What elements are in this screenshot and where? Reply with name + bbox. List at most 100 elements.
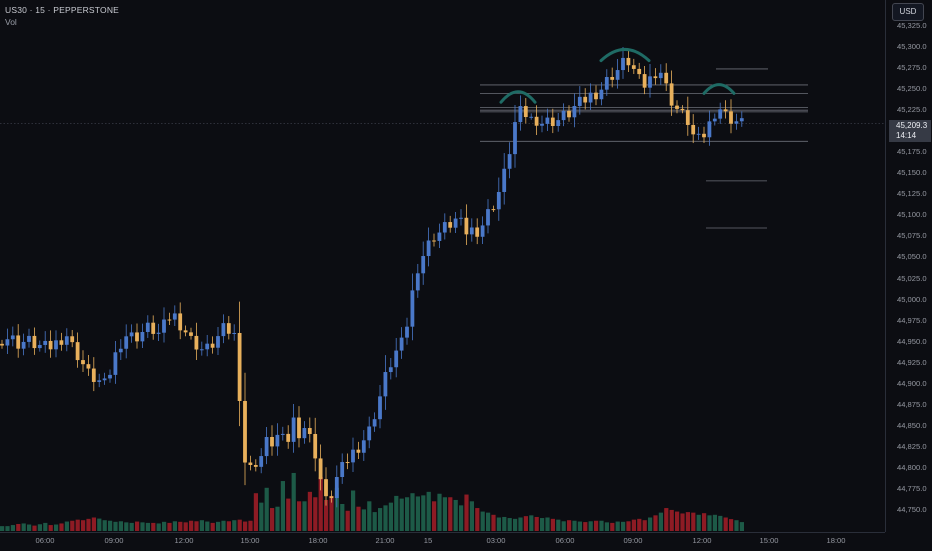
candle-body <box>10 335 15 340</box>
price-tick-label: 44,800.0 <box>897 462 927 472</box>
volume-bar <box>383 505 388 531</box>
candle-body <box>502 168 507 192</box>
candle-body <box>275 434 280 447</box>
candle-body <box>64 336 69 345</box>
candle-body <box>621 57 625 71</box>
volume-bar <box>572 520 577 531</box>
price-tick-label: 44,825.0 <box>897 441 927 451</box>
candle-body <box>523 106 528 118</box>
candle-body <box>129 332 134 337</box>
volume-bar <box>680 513 685 531</box>
volume-bar <box>702 513 707 531</box>
candle-body <box>27 335 31 342</box>
volume-bar <box>291 472 296 531</box>
candle-body <box>561 110 566 121</box>
volume-bar <box>16 523 21 531</box>
time-axis[interactable] <box>0 532 885 551</box>
volume-bar <box>286 498 291 531</box>
price-tick-label: 45,300.0 <box>897 42 927 52</box>
time-tick-label: 09:00 <box>104 536 124 545</box>
head-shoulders-arc <box>499 90 537 104</box>
candle-body <box>480 225 485 237</box>
volume-bar <box>345 510 350 531</box>
candle-body <box>739 118 744 122</box>
candle-body <box>205 343 210 350</box>
volume-bar <box>545 517 550 531</box>
volume-bar <box>43 522 48 531</box>
volume-bar <box>567 520 572 531</box>
volume-bar <box>502 516 507 531</box>
volume-bar <box>583 522 588 531</box>
candle-body <box>334 477 339 499</box>
price-tick-label: 45,225.0 <box>897 105 927 115</box>
candle-body <box>615 70 620 80</box>
time-tick-label: 09:00 <box>623 536 643 545</box>
chart-canvas[interactable] <box>0 0 885 532</box>
time-tick-label: 18:00 <box>308 536 328 545</box>
volume-bar <box>340 504 345 531</box>
candle-body <box>475 227 480 237</box>
price-tick-label: 45,175.0 <box>897 147 927 157</box>
volume-bar <box>432 501 437 531</box>
candle-body <box>21 341 26 349</box>
candle-body <box>572 106 577 118</box>
volume-bar <box>124 522 129 531</box>
volume-bar <box>685 512 690 531</box>
price-tick-label: 45,150.0 <box>897 168 927 178</box>
candle-body <box>237 332 242 401</box>
candle-body <box>588 92 593 103</box>
candle-body <box>415 273 420 291</box>
candle-body <box>135 332 139 342</box>
candle-body <box>459 217 463 219</box>
candle-body <box>151 322 156 334</box>
volume-bar <box>664 508 669 531</box>
candle-body <box>631 65 636 69</box>
candle-body <box>421 256 426 274</box>
candle-body <box>469 227 474 235</box>
bar-countdown: 14:14 <box>896 131 917 140</box>
price-chart[interactable] <box>0 0 885 532</box>
candle-body <box>550 117 555 126</box>
candle-body <box>16 335 21 349</box>
candle-body <box>5 339 10 346</box>
candle-body <box>383 372 388 397</box>
volume-bar <box>550 518 555 531</box>
volume-bar <box>172 521 177 531</box>
volume-bar <box>64 521 69 531</box>
volume-legend[interactable]: Vol <box>5 17 17 27</box>
candle-body <box>81 360 85 365</box>
volume-bar <box>486 512 491 531</box>
candle-body <box>669 83 674 106</box>
price-tick-label: 44,850.0 <box>897 420 927 430</box>
volume-bar <box>259 502 264 531</box>
candle-body <box>712 118 717 122</box>
volume-bar <box>194 521 199 531</box>
time-tick-label: 15:00 <box>759 536 779 545</box>
price-tick-label: 45,250.0 <box>897 84 927 94</box>
candle-body <box>216 336 220 348</box>
candle-body <box>178 313 183 331</box>
candle-body <box>437 232 442 241</box>
candle-body <box>70 336 75 343</box>
candle-body <box>388 367 393 373</box>
currency-button[interactable]: USD <box>892 3 924 21</box>
volume-bar <box>81 520 86 531</box>
volume-bar <box>480 511 485 531</box>
volume-bar <box>302 501 307 531</box>
candle-body <box>162 319 166 333</box>
volume-bar <box>496 517 501 531</box>
volume-bar <box>588 521 593 531</box>
volume-bar <box>426 491 431 531</box>
volume-bar <box>739 522 744 531</box>
price-axis[interactable] <box>885 0 932 532</box>
volume-bar <box>604 522 609 531</box>
candle-body <box>442 222 447 233</box>
volume-bar <box>442 497 447 531</box>
head-shoulders-arc <box>702 83 736 95</box>
candle-body <box>405 326 409 338</box>
candle-body <box>729 111 733 124</box>
volume-bar <box>329 495 334 531</box>
symbol-legend[interactable]: US30 · 15 · PEPPERSTONE <box>5 5 120 15</box>
volume-bar <box>183 522 188 531</box>
candle-body <box>32 335 37 349</box>
